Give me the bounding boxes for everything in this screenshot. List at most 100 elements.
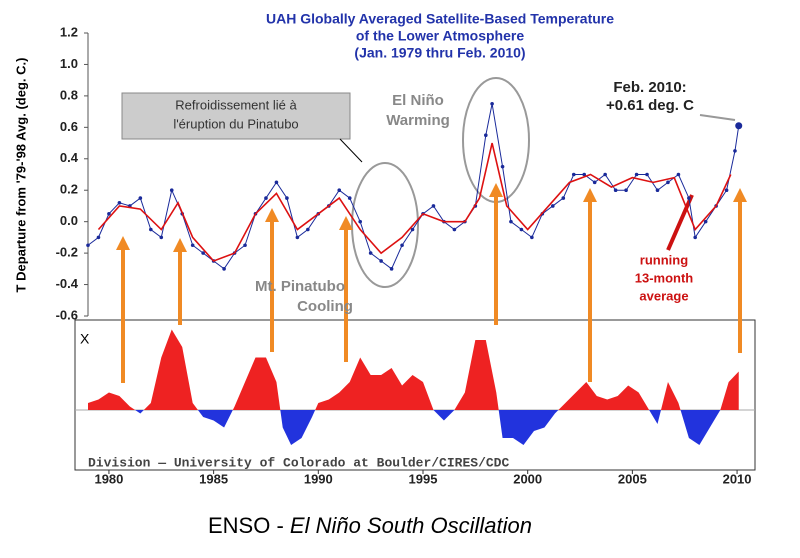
data-point — [86, 243, 90, 248]
arrow-head — [583, 188, 597, 202]
data-point — [201, 251, 205, 255]
y-tick-label: 0.8 — [60, 87, 78, 102]
annotation: running — [640, 252, 688, 267]
y-tick-label: 0.6 — [60, 119, 78, 134]
data-point — [379, 259, 383, 263]
data-point — [530, 235, 534, 240]
arrow-head — [116, 236, 130, 250]
y-axis-label: T Departure from '79-'98 Avg. (deg. C.) — [13, 58, 28, 293]
caption-part: ENSO - — [208, 513, 290, 538]
annotation: l'éruption du Pinatubo — [173, 116, 298, 131]
data-point — [410, 227, 415, 232]
data-point — [96, 235, 101, 240]
y-tick-label: 0.0 — [60, 213, 78, 228]
x-tick-label: 1980 — [94, 471, 123, 486]
arrow-head — [489, 183, 503, 197]
data-point — [117, 201, 122, 205]
circle — [351, 162, 419, 288]
data-point — [138, 196, 143, 200]
data-point — [274, 180, 279, 185]
data-point — [358, 219, 362, 224]
x-tick-label: 2000 — [513, 471, 542, 486]
data-point — [190, 243, 195, 248]
data-point — [676, 172, 681, 177]
chart-title: UAH Globally Averaged Satellite-Based Te… — [266, 11, 614, 27]
data-point — [285, 196, 289, 200]
y-tick-label: -0.4 — [56, 276, 79, 291]
data-point — [687, 196, 691, 200]
arrow-head — [265, 208, 279, 222]
note-box — [121, 92, 351, 140]
data-point — [613, 188, 618, 193]
x-tick-label: 2005 — [618, 471, 647, 486]
data-point — [500, 164, 505, 169]
annotation: El Niño — [392, 92, 444, 109]
enso-frame — [74, 319, 756, 471]
annotation: Cooling — [297, 298, 353, 315]
annotation: +0.61 deg. C — [606, 97, 694, 114]
data-point — [693, 235, 697, 240]
data-point — [107, 212, 111, 216]
x-tick-label: 1995 — [409, 471, 438, 486]
y-tick-label: 1.0 — [60, 56, 78, 71]
data-point — [484, 133, 488, 137]
data-point — [703, 219, 708, 224]
chart-title: of the Lower Atmosphere — [356, 28, 524, 44]
caption: ENSO - El Niño South Oscillation — [208, 513, 532, 538]
data-point — [519, 227, 524, 232]
data-point — [634, 172, 639, 177]
y-tick-label: 0.2 — [60, 182, 78, 197]
data-point — [400, 243, 404, 248]
data-point — [645, 172, 649, 177]
y-tick-label: -0.2 — [56, 245, 78, 260]
enso-credit: Division — University of Colorado at Bou… — [88, 455, 509, 470]
annotation: average — [639, 288, 688, 303]
pointer — [699, 114, 736, 121]
data-point — [243, 243, 247, 248]
data-point — [452, 227, 457, 232]
annotation: Refroidissement lié à — [175, 97, 297, 112]
arrow-head — [339, 216, 353, 230]
annotation: 13-month — [635, 270, 694, 285]
data-point — [431, 204, 436, 208]
data-point — [169, 188, 174, 193]
data-point — [624, 188, 628, 193]
arrows — [116, 183, 747, 383]
pointer — [339, 138, 363, 163]
annotation: Mt. Pinatubo — [255, 278, 345, 295]
data-point — [149, 227, 153, 232]
y-tick-label: 1.2 — [60, 24, 78, 39]
data-point — [337, 188, 342, 193]
chart-title: (Jan. 1979 thru Feb. 2010) — [354, 45, 525, 61]
x-tick-label: 1985 — [199, 471, 228, 486]
data-point — [222, 267, 226, 271]
x-tick-label: 1990 — [304, 471, 333, 486]
arrow-head — [733, 188, 747, 202]
data-point — [735, 122, 743, 130]
data-point — [295, 235, 300, 240]
data-point — [347, 196, 352, 200]
data-point — [490, 101, 494, 106]
caption-part: El Niño South Oscillation — [290, 513, 532, 538]
data-point — [571, 172, 576, 177]
data-point — [655, 188, 660, 193]
data-point — [724, 188, 729, 193]
y-tick-label: -0.6 — [56, 307, 78, 322]
enso-axis-mark: X — [80, 331, 90, 347]
data-point — [592, 180, 597, 185]
data-point — [389, 267, 394, 271]
data-point — [509, 219, 513, 224]
data-point — [561, 196, 566, 200]
data-point — [551, 204, 555, 208]
y-tick-label: 0.4 — [60, 150, 79, 165]
running-average-line — [97, 142, 732, 262]
arrow-head — [173, 238, 187, 252]
pointer — [666, 194, 694, 251]
annotation: Warming — [386, 112, 450, 129]
data-point — [306, 227, 310, 232]
annotation: Feb. 2010: — [613, 79, 686, 96]
data-point — [582, 172, 587, 177]
data-point — [159, 235, 164, 240]
data-point — [733, 149, 737, 153]
